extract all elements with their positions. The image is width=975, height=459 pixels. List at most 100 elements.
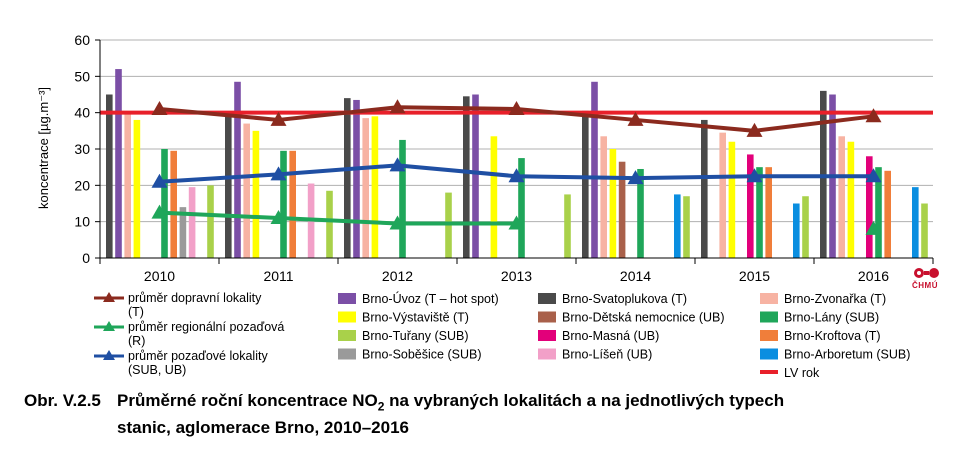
legend-marker: [103, 350, 115, 360]
bar: [463, 96, 470, 258]
bar: [518, 158, 525, 258]
bar: [921, 203, 928, 258]
legend-swatch: [338, 311, 356, 323]
legend-label: Brno-Kroftova (T): [784, 329, 881, 343]
legend-label: Brno-Lány (SUB): [784, 311, 879, 325]
series-point: [508, 101, 525, 116]
y-tick-label: 60: [74, 32, 90, 48]
caption-line2: stanic, aglomerace Brno, 2010–2016: [117, 418, 409, 438]
bar: [838, 136, 845, 258]
bar: [793, 203, 800, 258]
bar: [884, 170, 891, 258]
x-tick-label: 2016: [858, 268, 889, 284]
bar: [161, 149, 168, 258]
legend-label: průměr dopravní lokality: [128, 291, 262, 305]
y-tick-label: 50: [74, 68, 90, 84]
series-point: [508, 215, 525, 230]
bar: [747, 154, 754, 258]
series-point: [865, 220, 882, 235]
y-tick-label: 0: [82, 250, 90, 266]
legend-swatch: [538, 311, 556, 323]
series-point: [270, 166, 287, 181]
legend-label: Brno-Tuřany (SUB): [362, 329, 469, 343]
bar: [701, 119, 708, 258]
bar: [243, 123, 250, 258]
bar: [280, 150, 287, 258]
series-point: [865, 168, 882, 183]
series-point: [270, 111, 287, 126]
bar: [179, 207, 187, 258]
series-line: [159, 210, 517, 226]
logo-text: ČHMÚ: [912, 281, 938, 290]
legend-label: Brno-Soběšice (SUB): [362, 348, 482, 362]
series-point: [746, 122, 763, 137]
y-axis-label: koncentrace [µg.m⁻³]: [36, 87, 51, 209]
bar: [847, 141, 855, 258]
bar: [618, 161, 626, 258]
legend-label: Brno-Arboretum (SUB): [784, 348, 910, 362]
legend-marker: [103, 321, 115, 331]
legend-swatch: [338, 293, 356, 304]
caption-label: Obr. V.2.5: [24, 391, 101, 410]
legend-swatch: [338, 348, 356, 360]
legend-label: průměr regionální pozaďová: [128, 320, 284, 334]
bar: [674, 194, 681, 258]
bar: [106, 94, 113, 258]
series-point: [508, 168, 525, 183]
no2-concentration-chart: 0 10 20 30 40 50 60 2010 2011 2012 2013 2014 2015 201…: [36, 32, 934, 380]
series-point: [270, 210, 287, 225]
bar: [252, 130, 260, 258]
bar: [472, 94, 479, 258]
bar: [289, 150, 296, 258]
axes: 0 10 20 30 40 50 60 2010 2011 2012 2013 2014 2015 201…: [74, 32, 934, 284]
x-tick-label: 2014: [620, 268, 651, 284]
legend-swatch: [538, 293, 556, 304]
bar: [362, 118, 369, 258]
legend-label: (T): [128, 305, 144, 319]
series-point: [746, 168, 763, 183]
series-point: [865, 108, 882, 123]
bar: [234, 81, 241, 259]
legend-label: Brno-Úvoz (T – hot spot): [362, 291, 499, 306]
bar: [371, 116, 379, 258]
bar: [399, 139, 406, 258]
legend-swatch: [760, 348, 778, 360]
caption-subscript: 2: [377, 399, 385, 414]
bar: [765, 167, 772, 258]
bar: [564, 194, 571, 258]
legend-label: Brno-Zvonařka (T): [784, 292, 886, 306]
bar: [683, 196, 690, 258]
y-tick-label: 10: [74, 214, 90, 230]
figure-caption: Obr. V.2.5 Průměrné roční koncentrace NO2…: [24, 390, 954, 438]
chmu-logo: ČHMÚ: [912, 267, 942, 295]
x-tick-label: 2012: [382, 268, 413, 284]
legend-label: (R): [128, 334, 145, 348]
x-tick-label: 2010: [144, 268, 175, 284]
legend-marker: [103, 292, 115, 302]
legend-label: Brno-Masná (UB): [562, 329, 659, 343]
bar: [719, 132, 726, 258]
bar: [133, 119, 141, 258]
legend-label: LV rok: [784, 366, 820, 380]
bar: [188, 187, 196, 258]
bar: [637, 168, 644, 258]
bar: [490, 136, 498, 258]
bar: [124, 114, 131, 258]
legend-swatch: [760, 311, 778, 323]
legend-swatch: [538, 348, 556, 360]
average-lines: [151, 99, 882, 235]
bar: [802, 196, 809, 258]
x-tick-label: 2013: [501, 268, 532, 284]
legend-label: Brno-Svatoplukova (T): [562, 292, 687, 306]
series-point: [151, 204, 168, 219]
y-tick-label: 20: [74, 177, 90, 193]
legend-label: průměr pozaďové lokality: [128, 349, 268, 363]
bar: [326, 190, 333, 258]
legend-swatch: [338, 330, 356, 341]
legend-swatch: [760, 293, 778, 304]
bar: [875, 167, 882, 258]
series-point: [627, 111, 644, 126]
legend-swatch: [760, 330, 778, 341]
series-point: [627, 170, 644, 185]
series-point: [389, 99, 406, 114]
